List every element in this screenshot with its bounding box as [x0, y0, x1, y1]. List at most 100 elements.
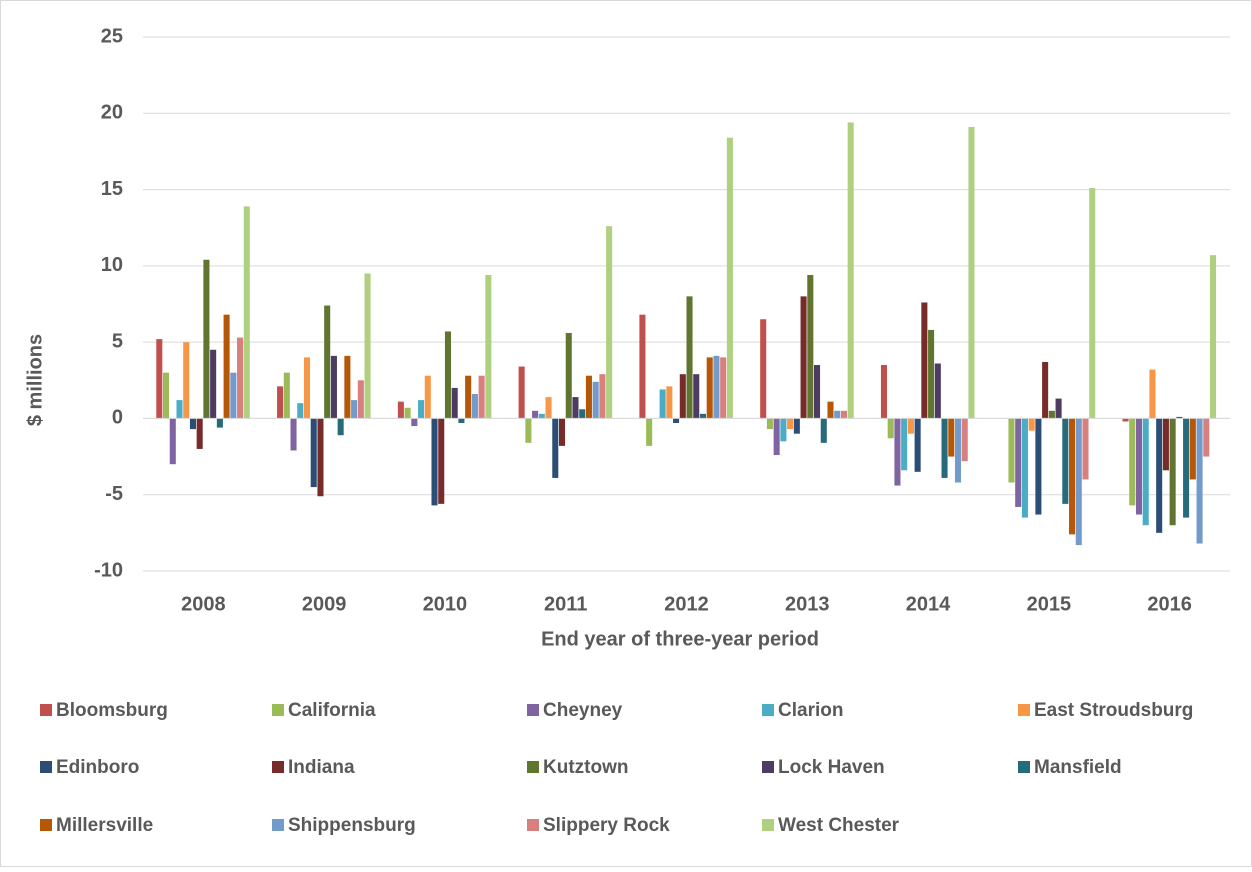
bar	[317, 418, 324, 497]
y-tick-label: 25	[101, 25, 123, 47]
legend-swatch	[527, 704, 539, 716]
bar	[176, 400, 183, 419]
bar	[599, 374, 606, 419]
bar	[780, 418, 787, 442]
bar	[592, 381, 599, 419]
bar	[686, 296, 693, 419]
bar	[814, 365, 821, 419]
bar	[579, 409, 586, 419]
bar	[1015, 418, 1022, 507]
x-tick-label: 2015	[1027, 593, 1072, 615]
bar	[827, 401, 834, 419]
legend-swatch	[762, 819, 774, 831]
bar	[1021, 418, 1028, 518]
bar	[1028, 418, 1035, 431]
bar	[941, 418, 948, 478]
bar	[1075, 418, 1082, 546]
bar	[968, 127, 975, 419]
bar	[1189, 418, 1196, 480]
bar	[572, 397, 579, 419]
bar	[189, 418, 196, 430]
legend-label: Mansfield	[1034, 757, 1122, 778]
legend-swatch	[762, 761, 774, 773]
bar	[713, 355, 720, 419]
bar	[230, 372, 237, 419]
bar	[1142, 418, 1149, 526]
x-tick-label: 2013	[785, 593, 830, 615]
legend-label: California	[288, 700, 376, 721]
x-tick-label: 2008	[181, 593, 226, 615]
bar	[283, 372, 290, 419]
bar	[290, 418, 297, 451]
bar	[961, 418, 968, 462]
bar	[807, 275, 814, 419]
bar	[424, 375, 431, 419]
bar	[1135, 418, 1143, 515]
bar	[948, 418, 955, 457]
bar	[1176, 416, 1183, 419]
bar	[934, 363, 941, 419]
bar	[894, 418, 901, 486]
bar	[847, 122, 854, 419]
bar	[646, 418, 653, 446]
legend-label: Cheyney	[543, 700, 623, 721]
bar	[693, 374, 700, 419]
bar	[411, 418, 418, 427]
bar	[538, 413, 545, 419]
bar	[1055, 398, 1062, 419]
y-tick-label: 15	[101, 178, 123, 200]
bar	[1196, 418, 1203, 544]
y-tick-label: 20	[101, 102, 123, 124]
bar	[800, 296, 807, 419]
bar	[203, 259, 210, 419]
bar	[840, 410, 847, 419]
bar	[156, 339, 163, 419]
bar	[163, 372, 170, 419]
legend-swatch	[1018, 704, 1030, 716]
bar	[1042, 361, 1049, 419]
legend-swatch	[1018, 761, 1030, 773]
bar	[297, 403, 304, 419]
bar	[914, 418, 921, 472]
bar	[169, 418, 176, 465]
bar	[525, 418, 532, 443]
bar	[485, 275, 492, 419]
bar	[726, 137, 733, 419]
legend-label: East Stroudsburg	[1034, 700, 1193, 721]
bar	[471, 394, 478, 419]
bar	[438, 418, 445, 504]
legend-label: Edinboro	[56, 757, 139, 778]
bar	[585, 375, 592, 419]
legend-label: Shippensburg	[288, 815, 416, 836]
x-tick-label: 2012	[664, 593, 709, 615]
bar	[565, 332, 572, 419]
bar	[518, 366, 525, 419]
bar	[458, 418, 465, 424]
y-axis-title: $ millions	[24, 334, 46, 426]
bar	[210, 349, 217, 419]
bar	[277, 386, 284, 419]
bar	[766, 418, 773, 430]
bar	[196, 418, 203, 449]
bar	[344, 355, 351, 419]
bar	[451, 387, 458, 419]
bar	[699, 413, 707, 419]
bar	[465, 375, 472, 419]
legend-swatch	[272, 819, 284, 831]
bar	[552, 418, 559, 478]
bar	[364, 273, 371, 419]
bar	[532, 410, 539, 419]
bar	[1089, 188, 1096, 419]
bar	[659, 389, 666, 419]
bar	[237, 337, 244, 419]
x-tick-label: 2011	[544, 593, 587, 615]
legend-label: Kutztown	[543, 757, 628, 778]
bar	[928, 329, 935, 419]
bar	[1008, 418, 1015, 483]
bar	[1149, 369, 1156, 419]
bar	[954, 418, 962, 483]
bar	[820, 418, 827, 443]
legend-swatch	[527, 819, 539, 831]
legend-swatch	[40, 704, 52, 716]
bar	[478, 375, 485, 419]
